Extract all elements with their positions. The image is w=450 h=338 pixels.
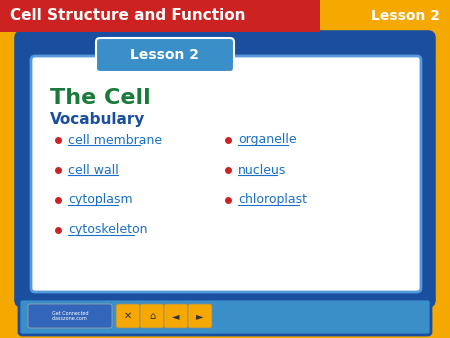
Text: cell wall: cell wall [68, 164, 119, 176]
FancyBboxPatch shape [140, 304, 164, 328]
Text: ◄: ◄ [172, 311, 180, 321]
Text: ⌂: ⌂ [149, 311, 155, 321]
FancyBboxPatch shape [116, 304, 140, 328]
FancyBboxPatch shape [17, 33, 433, 305]
FancyBboxPatch shape [188, 304, 212, 328]
Text: cell membrane: cell membrane [68, 134, 162, 146]
FancyBboxPatch shape [164, 304, 188, 328]
Text: Vocabulary: Vocabulary [50, 112, 145, 127]
FancyBboxPatch shape [96, 38, 234, 72]
FancyBboxPatch shape [28, 304, 112, 328]
Text: Cell Structure and Function: Cell Structure and Function [10, 8, 246, 24]
Text: chloroplast: chloroplast [238, 193, 307, 207]
Text: Lesson 2: Lesson 2 [130, 48, 199, 62]
Text: ✕: ✕ [124, 311, 132, 321]
Text: Lesson 2: Lesson 2 [371, 9, 440, 23]
Text: Get Connected
classzone.com: Get Connected classzone.com [52, 311, 88, 321]
Text: cytoplasm: cytoplasm [68, 193, 133, 207]
FancyBboxPatch shape [19, 299, 431, 335]
Text: The Cell: The Cell [50, 88, 151, 108]
Text: cytoskeleton: cytoskeleton [68, 223, 148, 237]
FancyBboxPatch shape [0, 0, 320, 32]
Text: organelle: organelle [238, 134, 297, 146]
FancyBboxPatch shape [31, 56, 421, 292]
Text: nucleus: nucleus [238, 164, 286, 176]
Text: ►: ► [196, 311, 204, 321]
